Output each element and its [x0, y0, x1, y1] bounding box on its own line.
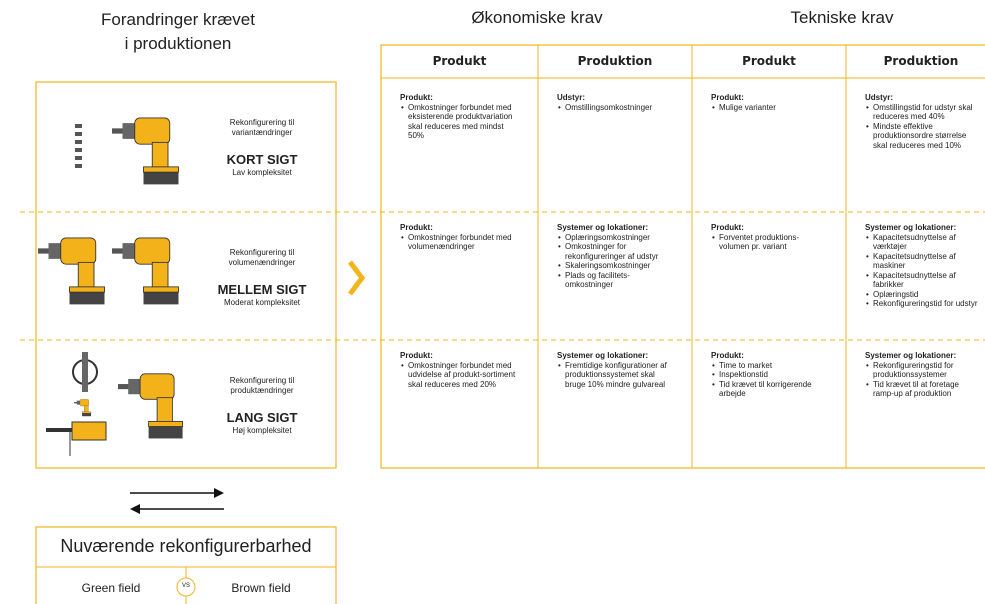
- cell: Produkt:Omkostninger forbundet med udvid…: [400, 351, 521, 389]
- bullet-list: Mulige varianter: [711, 103, 829, 113]
- bullet: Omkostninger forbundet med udvidelse af …: [401, 361, 521, 390]
- column-header: Produkt: [742, 54, 796, 68]
- bullet-list: Omstillingstid for udstyr skal reduceres…: [865, 103, 979, 151]
- cell: Udstyr:Omstillingsomkostninger: [557, 93, 675, 112]
- column-header: Produktion: [577, 54, 653, 68]
- cell: Udstyr:Omstillingstid for udstyr skal re…: [865, 93, 979, 150]
- column-header: Produktion: [883, 54, 959, 68]
- bullet-list: Rekonfigureringstid for produktionssyste…: [865, 361, 979, 399]
- description: variantændringer: [231, 128, 293, 137]
- cell-heading: Systemer og lokationer:: [557, 223, 649, 232]
- cell-heading: Produkt:: [400, 93, 433, 102]
- description: Rekonfigurering til: [229, 248, 295, 257]
- cell-heading: Udstyr:: [865, 93, 894, 102]
- cell: Systemer og lokationer:Fremtidige konfig…: [557, 351, 675, 389]
- group-header: Tekniske krav: [790, 8, 894, 27]
- bullet-list: Kapacitetsudnyttelse af værktøjerKapacit…: [865, 233, 979, 309]
- vs: VS: [181, 583, 190, 589]
- bullet: Tid krævet til at foretage ramp-up af pr…: [866, 380, 979, 399]
- cell-heading: Produkt:: [711, 93, 744, 102]
- cell-heading: Systemer og lokationer:: [557, 351, 649, 360]
- cell: Produkt:Omkostninger forbundet med eksis…: [400, 93, 521, 141]
- cell-heading: Produkt:: [711, 223, 744, 232]
- complexity: Moderat kompleksitet: [223, 298, 301, 307]
- cell: Produkt:Forventet produktions-volumen pr…: [711, 223, 829, 252]
- bullet-list: Fremtidige konfigurationer af produktion…: [557, 361, 675, 390]
- complexity: Lav kompleksitet: [232, 168, 292, 177]
- bullet-list: Time to marketInspektionstidTid krævet t…: [711, 361, 829, 399]
- bullet: Oplæringsomkostninger: [558, 233, 675, 243]
- cell-heading: Systemer og lokationer:: [865, 351, 957, 360]
- description: volumenændringer: [228, 258, 296, 267]
- bullet: Omstillingsomkostninger: [558, 103, 675, 113]
- cell-heading: Udstyr:: [557, 93, 586, 102]
- bullet: Oplæringstid: [866, 290, 979, 300]
- bullet: Kapacitetsudnyttelse af maskiner: [866, 252, 979, 271]
- bullet: Omstillingstid for udstyr skal reduceres…: [866, 103, 979, 122]
- bullet: Skaleringsomkostninger: [558, 261, 675, 271]
- bullet: Mindste effektive produktionsordre størr…: [866, 122, 979, 151]
- bullet-list: OplæringsomkostningerOmkostninger for re…: [557, 233, 675, 290]
- bullet-list: Omstillingsomkostninger: [557, 103, 675, 113]
- description: Rekonfigurering til: [229, 376, 295, 385]
- cell-heading: Produkt:: [400, 351, 433, 360]
- bullet: Omkostninger forbundet med eksisterende …: [401, 103, 521, 141]
- brown-field: Brown field: [231, 581, 291, 595]
- column-header: Produkt: [432, 54, 487, 68]
- bullet: Forventet produktions-volumen pr. varian…: [712, 233, 829, 252]
- cell-heading: Produkt:: [711, 351, 744, 360]
- bullet: Mulige varianter: [712, 103, 829, 113]
- complexity: Høj kompleksitet: [232, 426, 292, 435]
- cell-heading: Systemer og lokationer:: [865, 223, 957, 232]
- bullet-list: Omkostninger forbundet med udvidelse af …: [400, 361, 521, 390]
- horizon: MELLEM SIGT: [217, 282, 307, 297]
- title-line: Forandringer krævet: [100, 10, 255, 29]
- left-title: Forandringer krævet i produktionen: [40, 8, 316, 56]
- bullet-list: Forventet produktions-volumen pr. varian…: [711, 233, 829, 252]
- cell: Systemer og lokationer:Rekonfigureringst…: [865, 351, 979, 399]
- bullet-list: Omkostninger forbundet med volumenændrin…: [400, 233, 521, 252]
- green-field: Green field: [81, 581, 141, 595]
- bullet: Inspektionstid: [712, 370, 829, 380]
- bullet: Fremtidige konfigurationer af produktion…: [558, 361, 675, 390]
- bullet: Kapacitetsudnyttelse af værktøjer: [866, 233, 979, 252]
- bullet-list: Omkostninger forbundet med eksisterende …: [400, 103, 521, 141]
- cell: Produkt:Omkostninger forbundet med volum…: [400, 223, 521, 252]
- cell: Systemer og lokationer:Kapacitetsudnytte…: [865, 223, 979, 309]
- cell: Produkt:Mulige varianter: [711, 93, 829, 112]
- cell: Produkt:Time to marketInspektionstidTid …: [711, 351, 829, 399]
- cell: Systemer og lokationer:Oplæringsomkostni…: [557, 223, 675, 290]
- title-line: i produktionen: [124, 34, 232, 53]
- group-header: Økonomiske krav: [471, 8, 603, 27]
- bullet: Time to market: [712, 361, 829, 371]
- bullet: Tid krævet til korrigerende arbejde: [712, 380, 829, 399]
- row-text: Rekonfigurering til volumenændringer MELLE…: [202, 248, 322, 308]
- bullet: Omkostninger for rekonfigureringer af ud…: [558, 242, 675, 261]
- cell-heading: Produkt:: [400, 223, 433, 232]
- bullet: Kapacitetsudnyttelse af fabrikker: [866, 271, 979, 290]
- row-text: Rekonfigurering til produktændringer LANG …: [202, 376, 322, 436]
- current-title: Nuværende rekonfigurerbarhed: [60, 536, 312, 556]
- bullet: Rekonfigureringstid for udstyr: [866, 299, 979, 309]
- bullet: Rekonfigureringstid for produktionssyste…: [866, 361, 979, 380]
- description: produktændringer: [230, 386, 294, 395]
- bullet: Omkostninger forbundet med volumenændrin…: [401, 233, 521, 252]
- row-text: Rekonfigurering til variantændringer KORT …: [202, 118, 322, 178]
- bullet: Plads og facilitets-omkostninger: [558, 271, 675, 290]
- horizon: LANG SIGT: [226, 410, 298, 425]
- description: Rekonfigurering til: [229, 118, 295, 127]
- horizon: KORT SIGT: [226, 152, 298, 167]
